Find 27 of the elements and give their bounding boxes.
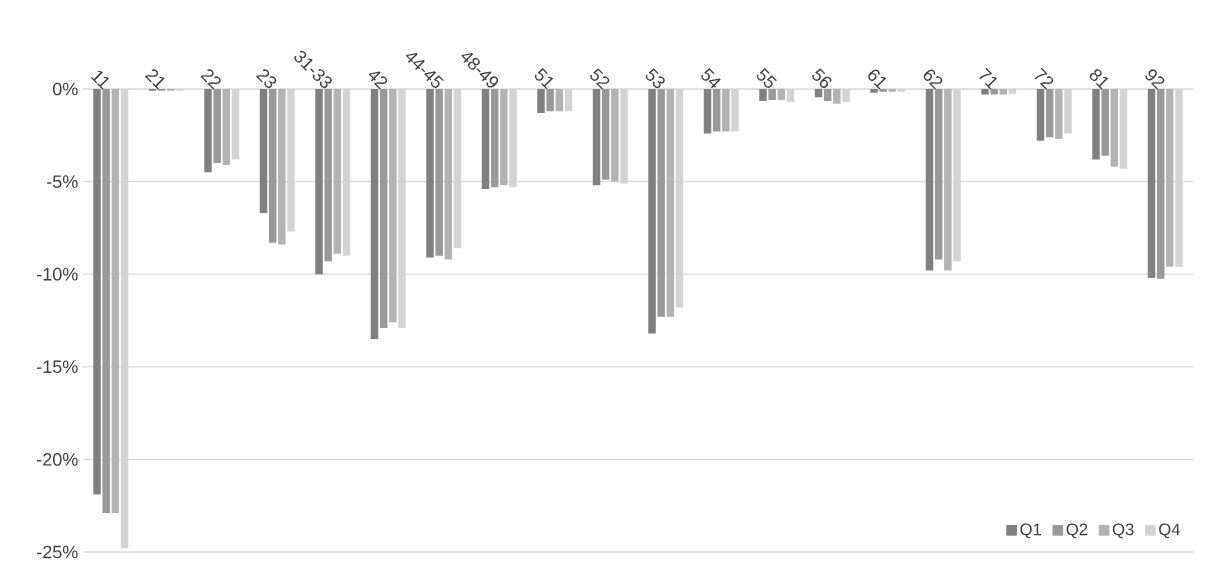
x-tick-label: 11: [90, 70, 110, 90]
x-tick-label: 21: [144, 69, 165, 90]
x-tick-label: 53: [645, 68, 665, 89]
y-tick-label: -10%: [37, 267, 78, 281]
legend-label: Q1: [1020, 523, 1041, 539]
x-tick-label: 23: [256, 69, 277, 89]
x-tick-label: 72: [1034, 67, 1054, 90]
y-tick-label: -5%: [47, 175, 78, 188]
x-tick-label: 71: [979, 67, 998, 90]
y-tick-label: 0%: [52, 82, 78, 96]
x-tick-label: 92: [1145, 69, 1165, 90]
x-tick-label: 56: [812, 68, 832, 89]
x-tick-label: 54: [701, 68, 721, 89]
y-tick-label: -15%: [37, 360, 78, 374]
y-tick-label: -25%: [37, 545, 78, 559]
x-tick-label: 62: [923, 69, 943, 90]
legend-label: Q3: [1112, 523, 1134, 539]
legend-label: Q2: [1066, 523, 1088, 539]
legend-label: Q4: [1159, 523, 1181, 539]
x-tick-label: 61: [868, 69, 887, 90]
x-tick-label: 42: [368, 71, 388, 90]
x-tick-label: 81: [1089, 69, 1109, 90]
x-tick-label: 51: [534, 68, 554, 90]
x-tick-label: 55: [756, 68, 777, 88]
y-tick-label: -20%: [37, 453, 78, 466]
x-tick-label: 22: [200, 69, 221, 90]
x-tick-label: 52: [590, 68, 610, 90]
